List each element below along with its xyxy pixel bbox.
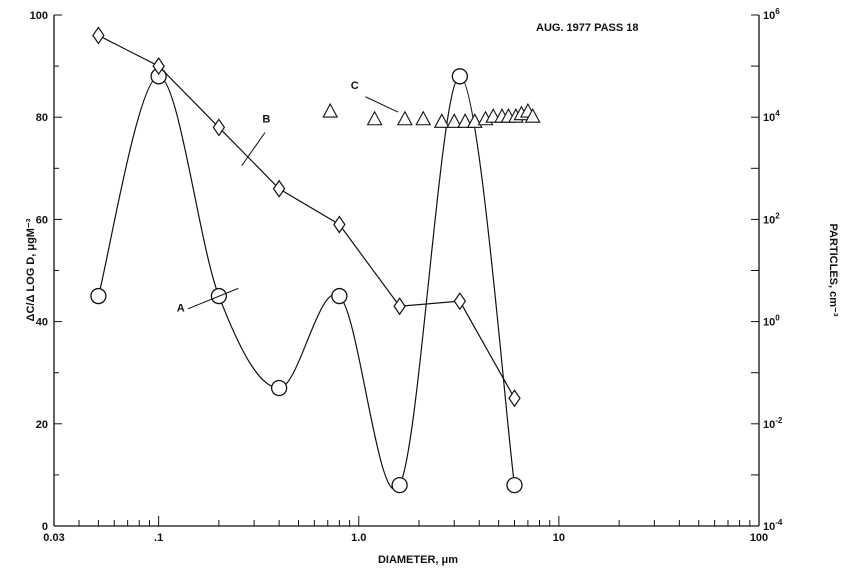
series-C-point [524,108,541,123]
y-axis-right-title: PARTICLES, cm⁻³ [827,223,839,316]
series-label-leader-B [241,132,266,167]
y-left-tick-label: 80 [36,112,48,124]
series-B-point [453,292,467,311]
x-tick-label: 100 [750,532,768,544]
x-axis-title: DIAMETER, μm [378,554,458,566]
x-tick-label: 1.0 [351,532,366,544]
series-layer [90,26,541,494]
series-B-point [508,389,521,408]
series-C-point [457,113,474,128]
y-right-tick-label: 10-2 [763,416,783,431]
series-B-point [152,57,165,76]
series-label-leader-C [365,96,399,113]
series-C-point [366,110,383,126]
series-C-point [396,110,413,126]
series-C-point [415,110,432,126]
y-right-tick-label: 102 [763,211,780,226]
series-C [322,102,541,128]
series-B-point [333,215,346,234]
series-B-point [92,26,105,45]
series-A-point [90,287,107,305]
series-B-point [272,179,286,198]
series-B-point [212,118,226,137]
series-B-point [393,297,406,316]
series-A [90,68,523,494]
x-tick-label: 0.03 [43,532,64,544]
chart-annotation: AUG. 1977 PASS 18 [536,22,639,34]
series-A-point [451,68,468,85]
series-C-point [466,113,483,128]
series-A-line [97,75,516,490]
labels-layer: A B C [177,80,399,314]
y-left-tick-label: 20 [36,419,48,431]
series-label-B: B [262,113,270,125]
series-A-point [506,476,523,494]
series-label-A: A [177,302,185,314]
series-A-point [391,476,408,494]
y-left-tick-label: 40 [36,317,48,329]
series-C-point [446,113,463,128]
series-A-point [270,379,288,397]
y-right-tick-label: 10-4 [763,518,783,533]
y-axis-left-title: ΔC/Δ LOG D, μgM⁻³ [25,218,37,321]
x-tick-label: 10 [553,532,565,544]
series-B [92,26,521,408]
series-B-line [98,34,516,399]
series-C-point [433,113,450,128]
y-left-tick-label: 60 [36,214,48,226]
series-A-point [331,287,348,305]
series-C-point [322,102,339,118]
series-label-leader-A [187,287,239,310]
x-tick-label: .1 [154,532,163,544]
y-right-tick-label: 100 [763,314,780,329]
y-right-tick-label: 106 [763,7,780,22]
series-label-C: C [351,80,359,92]
axes: 0.03.1 1.0 10 10002040608010010-410-2100102… [30,7,783,544]
y-right-tick-label: 104 [763,109,780,124]
y-left-tick-label: 100 [30,10,48,22]
y-left-tick-label: 0 [42,521,48,533]
